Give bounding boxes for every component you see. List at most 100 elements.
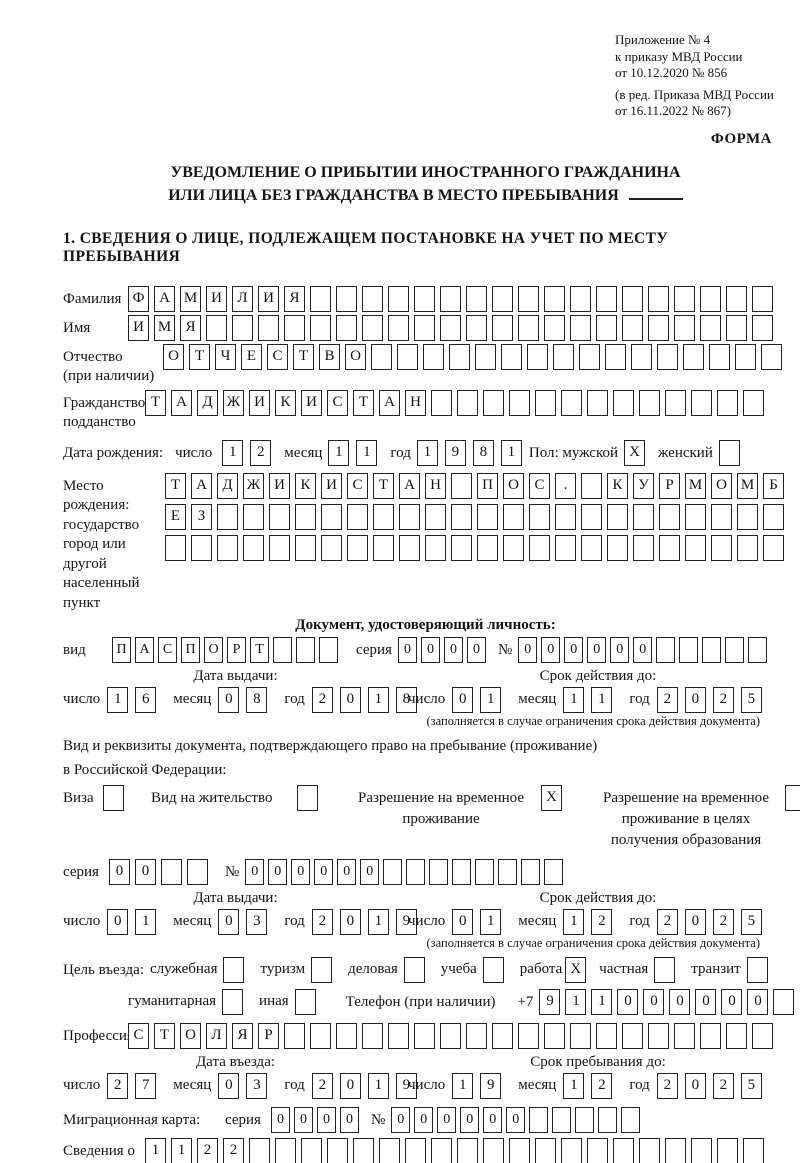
char-cell[interactable]: Т [293,343,314,370]
char-cell[interactable]: 2 [223,1138,244,1163]
char-cell[interactable]: Я [284,285,305,312]
char-cell[interactable]: Е [165,503,186,530]
char-cell[interactable]: 0 [339,1073,361,1099]
char-cell[interactable] [347,534,368,561]
char-cell[interactable] [406,859,426,885]
checkbox-transit[interactable] [746,957,768,983]
char-cell[interactable] [607,534,628,561]
char-cell[interactable] [269,534,290,561]
char-cell[interactable] [621,1107,641,1133]
char-cell[interactable]: 0 [391,1107,411,1133]
char-cell[interactable] [596,1023,617,1049]
char-cell[interactable] [362,285,383,312]
char-cell[interactable] [711,503,732,530]
char-cell[interactable] [665,1138,686,1163]
char-cell[interactable]: К [295,472,316,499]
char-cell[interactable] [752,1023,773,1049]
char-cell[interactable]: 1 [452,1073,474,1099]
char-cell[interactable] [544,285,565,312]
char-cell[interactable] [336,314,357,341]
char-cell[interactable]: 0 [437,1107,457,1133]
char-cell[interactable]: А [154,285,175,312]
char-cell[interactable]: 5 [740,687,762,713]
char-cell[interactable]: 2 [311,687,333,713]
char-cell[interactable]: Ф [128,285,149,312]
char-cell[interactable] [275,1138,296,1163]
char-cell[interactable]: 0 [360,859,380,885]
char-cell[interactable]: 0 [420,637,440,663]
char-cell[interactable] [639,389,660,416]
char-cell[interactable]: С [267,343,288,370]
char-cell[interactable]: 0 [684,1073,706,1099]
char-cell[interactable]: 8 [472,439,494,466]
checkbox-study[interactable] [482,957,504,983]
char-cell[interactable]: 2 [591,909,613,935]
char-cell[interactable]: 0 [721,989,743,1015]
char-cell[interactable]: 2 [712,687,734,713]
char-cell[interactable]: 3 [246,909,268,935]
char-cell[interactable]: 0 [316,1107,336,1133]
char-cell[interactable] [475,859,495,885]
char-cell[interactable]: Н [405,389,426,416]
checkbox-work[interactable]: X [565,957,587,983]
char-cell[interactable] [735,343,756,370]
char-cell[interactable] [414,1023,435,1049]
char-cell[interactable] [373,503,394,530]
char-cell[interactable] [726,314,747,341]
char-cell[interactable]: Ч [215,343,236,370]
char-cell[interactable]: К [275,389,296,416]
char-cell[interactable]: 0 [518,637,538,663]
char-cell[interactable]: 0 [270,1107,290,1133]
char-cell[interactable]: 2 [656,1073,678,1099]
char-cell[interactable]: 0 [245,859,265,885]
char-cell[interactable]: Т [165,472,186,499]
char-cell[interactable] [761,343,782,370]
char-cell[interactable]: 0 [397,637,417,663]
char-cell[interactable] [414,285,435,312]
checkbox-other[interactable] [294,989,316,1015]
char-cell[interactable] [579,343,600,370]
char-cell[interactable]: 8 [395,687,417,713]
char-cell[interactable] [570,314,591,341]
char-cell[interactable]: Б [763,472,784,499]
char-cell[interactable]: 0 [466,637,486,663]
char-cell[interactable] [379,1138,400,1163]
char-cell[interactable]: 0 [293,1107,313,1133]
char-cell[interactable]: 1 [171,1138,192,1163]
char-cell[interactable] [362,314,383,341]
char-cell[interactable] [613,1138,634,1163]
char-cell[interactable]: С [128,1023,149,1049]
char-cell[interactable] [529,1107,549,1133]
char-cell[interactable]: Т [154,1023,175,1049]
char-cell[interactable]: 0 [669,989,691,1015]
char-cell[interactable] [763,503,784,530]
char-cell[interactable] [498,859,518,885]
char-cell[interactable] [492,285,513,312]
char-cell[interactable]: О [163,343,184,370]
char-cell[interactable] [388,1023,409,1049]
char-cell[interactable] [399,503,420,530]
char-cell[interactable] [587,1138,608,1163]
char-cell[interactable]: Д [217,472,238,499]
char-cell[interactable]: 0 [108,859,130,885]
char-cell[interactable]: 0 [587,637,607,663]
char-cell[interactable]: А [399,472,420,499]
char-cell[interactable] [691,389,712,416]
char-cell[interactable] [737,503,758,530]
char-cell[interactable]: 7 [135,1073,157,1099]
char-cell[interactable] [440,314,461,341]
char-cell[interactable]: 9 [480,1073,502,1099]
checkbox-tourism[interactable] [311,957,333,983]
char-cell[interactable] [700,314,721,341]
char-cell[interactable] [683,343,704,370]
char-cell[interactable] [310,1023,331,1049]
char-cell[interactable] [553,343,574,370]
char-cell[interactable]: 3 [246,1073,268,1099]
char-cell[interactable] [451,503,472,530]
char-cell[interactable] [295,534,316,561]
char-cell[interactable] [503,503,524,530]
char-cell[interactable] [347,503,368,530]
char-cell[interactable] [648,314,669,341]
char-cell[interactable]: 2 [712,909,734,935]
char-cell[interactable] [685,503,706,530]
